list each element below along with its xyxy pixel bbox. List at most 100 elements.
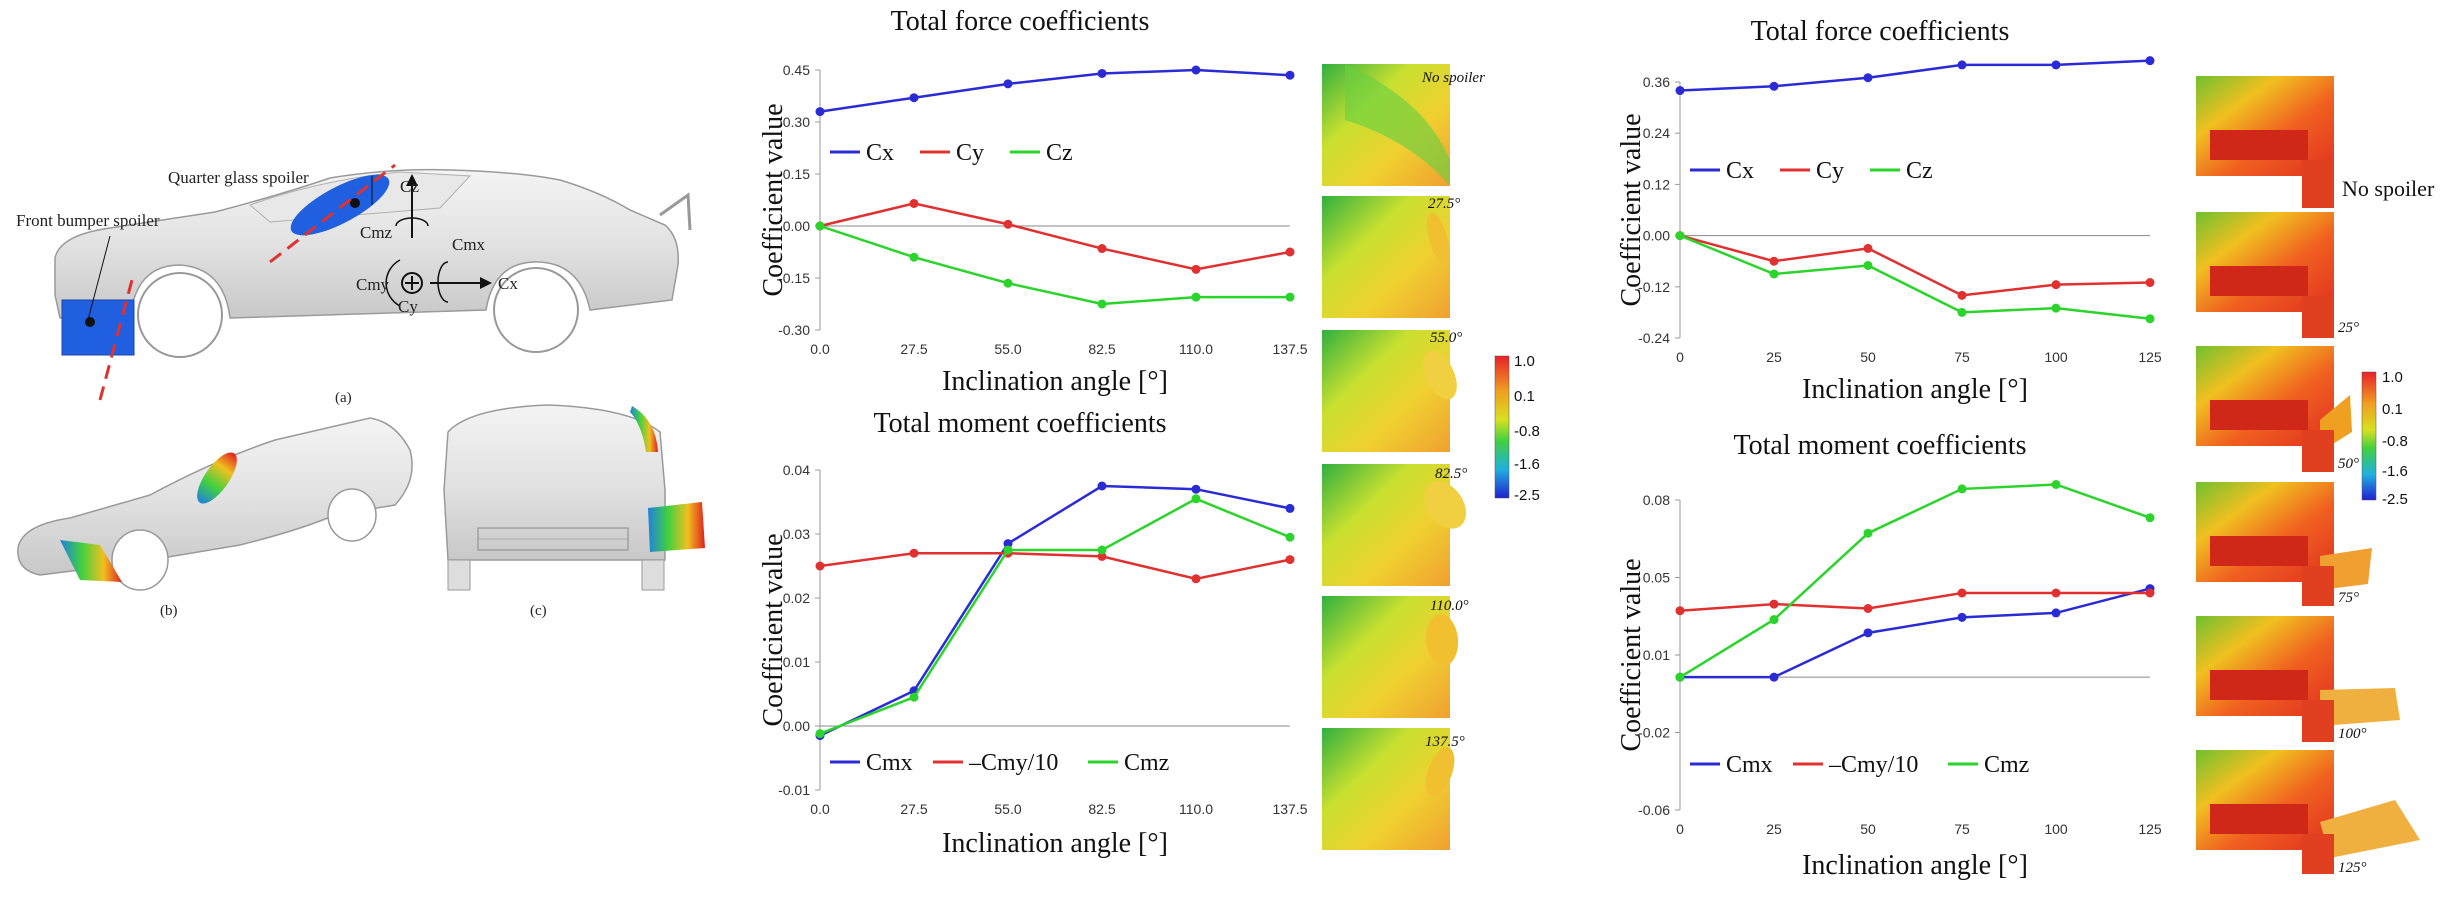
x-tick-label: 82.5 bbox=[1088, 341, 1115, 357]
y-tick-label: 0.00 bbox=[1643, 228, 1670, 244]
data-point-Cy bbox=[1191, 264, 1201, 274]
y-axis-label: Coefficient value bbox=[1616, 558, 1647, 751]
colorbar-right-tick-5: -2.5 bbox=[2382, 491, 2408, 508]
thumb-left-label-5: 110.0° bbox=[1430, 598, 1469, 614]
front-bumper-marker bbox=[85, 317, 95, 327]
data-point-Cmz bbox=[1285, 532, 1295, 542]
car-illustration-rear: (c) bbox=[443, 404, 705, 619]
thumbnail-right-1: No spoiler bbox=[2196, 76, 2435, 208]
x-tick-label: 55.0 bbox=[994, 801, 1021, 817]
x-tick-label: 25 bbox=[1766, 821, 1782, 837]
colorbar-left-tick-1: 1.0 bbox=[1514, 353, 1535, 370]
leader-line-bumper bbox=[87, 235, 111, 321]
x-tick-label: 125 bbox=[2138, 821, 2162, 837]
data-point-Cz bbox=[2051, 303, 2061, 313]
panel-b-label: (b) bbox=[160, 603, 178, 619]
series-line-Cmz bbox=[819, 497, 1291, 735]
data-point-–Cmy/10 bbox=[2145, 588, 2155, 598]
y-tick-label: -0.30 bbox=[778, 322, 810, 338]
x-axis-label: Inclination angle [°] bbox=[942, 828, 1168, 859]
series-line-Cmx bbox=[1680, 587, 2151, 679]
series-line-Cy bbox=[819, 202, 1291, 271]
x-tick-label: 50 bbox=[1860, 349, 1876, 365]
data-point-Cmz bbox=[2051, 480, 2061, 489]
data-point-Cy bbox=[1285, 247, 1295, 257]
thumbnail-right-4: 75° bbox=[2196, 482, 2372, 606]
x-tick-label: 110.0 bbox=[1179, 801, 1213, 817]
thumb-right-label-4: 75° bbox=[2338, 590, 2359, 606]
data-point-Cy bbox=[1769, 256, 1779, 266]
y-axis-label: Coefficient value bbox=[758, 103, 789, 296]
thumb-left-label-3: 55.0° bbox=[1430, 330, 1462, 346]
x-tick-label: 75 bbox=[1954, 349, 1970, 365]
y-tick-label: -0.24 bbox=[1638, 330, 1670, 346]
x-tick-label: 125 bbox=[2138, 349, 2162, 365]
data-point-–Cmy/10 bbox=[1769, 599, 1779, 609]
legend-label: Cmz bbox=[1124, 750, 1169, 776]
data-point-Cy bbox=[1097, 244, 1107, 254]
data-point-–Cmy/10 bbox=[1863, 604, 1873, 613]
thumbnail-left-2: 27.5° bbox=[1322, 196, 1460, 318]
data-point-Cmz bbox=[1097, 545, 1107, 555]
thumbnail-right-6: 125° bbox=[2196, 750, 2420, 876]
legend-label: Cy bbox=[1816, 158, 1844, 184]
x-tick-label: 137.5 bbox=[1272, 801, 1307, 817]
legend-label: Cmz bbox=[1984, 752, 2029, 778]
data-point-Cz bbox=[2145, 314, 2155, 324]
colorbar-right-tick-4: -1.6 bbox=[2382, 463, 2408, 480]
series-line-–Cmy/10 bbox=[819, 551, 1291, 581]
colorbar-right-tick-2: 0.1 bbox=[2382, 401, 2403, 418]
thumb-left-label-6: 137.5° bbox=[1425, 734, 1465, 750]
data-point-Cmz bbox=[1957, 484, 1967, 494]
data-point-Cx bbox=[1675, 86, 1685, 96]
data-point-Cy bbox=[1863, 243, 1873, 253]
y-tick-label: -0.15 bbox=[778, 270, 810, 286]
data-point-Cx bbox=[1769, 81, 1779, 91]
legend-label: Cy bbox=[956, 140, 984, 166]
x-axis-label: Inclination angle [°] bbox=[1802, 374, 2028, 405]
thumb-right-label-2: 25° bbox=[2338, 320, 2359, 336]
thumbnail-left-6: 137.5° bbox=[1322, 728, 1465, 850]
y-tick-label: 0.36 bbox=[1643, 74, 1670, 90]
data-point-Cx bbox=[1003, 79, 1013, 89]
y-tick-label: 0.15 bbox=[783, 166, 810, 182]
data-point-–Cmy/10 bbox=[815, 561, 825, 571]
data-point-Cmz bbox=[815, 729, 825, 739]
data-point-Cy bbox=[2145, 278, 2155, 288]
data-point-Cz bbox=[1863, 260, 1873, 270]
data-point-Cy bbox=[1003, 219, 1013, 229]
data-point-Cmx bbox=[1285, 503, 1295, 513]
legend-label: –Cmy/10 bbox=[1828, 752, 1918, 778]
x-tick-label: 82.5 bbox=[1088, 801, 1115, 817]
colorbar-right-tick-1: 1.0 bbox=[2382, 369, 2403, 386]
data-point-Cmx bbox=[1191, 484, 1201, 494]
axis-cmy-label: Cmy bbox=[356, 275, 390, 294]
x-tick-label: 0 bbox=[1676, 349, 1684, 365]
data-point-Cmx bbox=[1957, 612, 1967, 622]
y-tick-label: 0.04 bbox=[783, 462, 810, 478]
data-point-Cx bbox=[1957, 60, 1967, 70]
data-point-Cx bbox=[909, 93, 919, 103]
data-point-Cy bbox=[1957, 290, 1967, 300]
bumper-spoiler-rear bbox=[648, 502, 705, 552]
series-line-Cz bbox=[1679, 234, 2151, 321]
data-point-Cmx bbox=[1769, 672, 1779, 682]
front-bumper-label: Front bumper spoiler bbox=[16, 211, 160, 230]
data-point-Cmx bbox=[1003, 539, 1013, 549]
x-tick-label: 100 bbox=[2044, 821, 2068, 837]
data-point-Cz bbox=[1003, 278, 1013, 288]
axis-cy-label: Cy bbox=[398, 297, 418, 316]
legend-label: –Cmy/10 bbox=[968, 750, 1058, 776]
thumb-left-label-1: No spoiler bbox=[1421, 70, 1485, 86]
y-tick-label: 0.02 bbox=[783, 590, 810, 606]
data-point-Cx bbox=[1191, 65, 1201, 75]
x-axis-label: Inclination angle [°] bbox=[1802, 850, 2028, 881]
y-tick-label: 0.00 bbox=[783, 218, 810, 234]
data-point-Cz bbox=[1097, 299, 1107, 309]
series-line-Cx bbox=[819, 68, 1291, 113]
colorbar-right: 1.0 0.1 -0.8 -1.6 -2.5 bbox=[2361, 369, 2408, 508]
axis-cx-label: Cx bbox=[498, 274, 518, 293]
data-point-Cmx bbox=[1097, 481, 1107, 491]
y-tick-label: 0.24 bbox=[1643, 125, 1670, 141]
thumbnail-right-2: 25° bbox=[2196, 212, 2359, 338]
